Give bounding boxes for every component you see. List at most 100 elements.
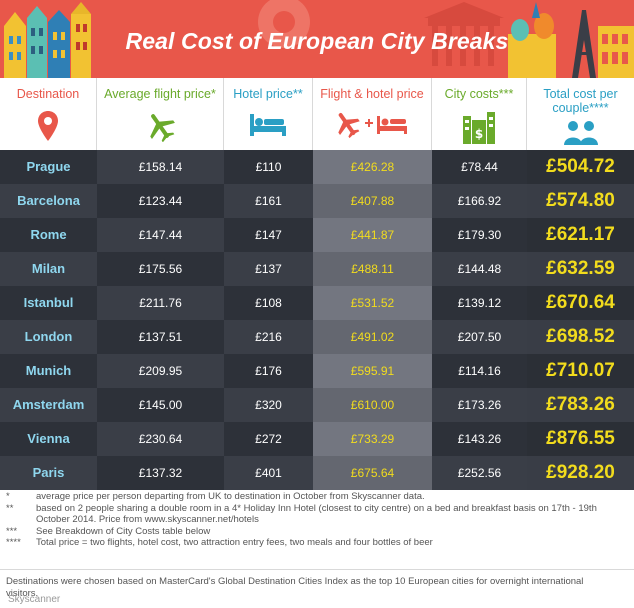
total-cost-cell: £928.20 [527, 456, 634, 490]
footnote: * average price per person departing from… [6, 491, 606, 503]
hotel-price-cell: £161 [224, 184, 313, 218]
flight-hotel-price-cell: £441.87 [313, 218, 432, 252]
city-costs-cell: £78.44 [432, 150, 527, 184]
hotel-price-cell: £320 [224, 388, 313, 422]
hotel-price-cell: £110 [224, 150, 313, 184]
city-costs-cell: £139.12 [432, 286, 527, 320]
flight-hotel-price-cell: £531.52 [313, 286, 432, 320]
header-label: Hotel price** [233, 87, 303, 101]
total-cost-cell: £621.17 [527, 218, 634, 252]
hotel-price-cell: £176 [224, 354, 313, 388]
total-cost-cell: £876.55 [527, 422, 634, 456]
hotel-price-cell: £137 [224, 252, 313, 286]
city-costs-cell: £173.26 [432, 388, 527, 422]
bed-icon [224, 110, 312, 144]
airplane-icon [97, 110, 223, 144]
divider [0, 569, 634, 570]
flight-hotel-price-cell: £733.29 [313, 422, 432, 456]
table-row: Milan £175.56 £137 £488.11 £144.48 £632.59 [0, 252, 634, 286]
header-flight-hotel: Flight & hotel price [313, 78, 432, 150]
table-row: Barcelona £123.44 £161 £407.88 £166.92 £574.8… [0, 184, 634, 218]
flight-hotel-price-cell: £675.64 [313, 456, 432, 490]
city-costs-cell: £114.16 [432, 354, 527, 388]
footnote-marker: *** [6, 525, 18, 537]
table-row: London £137.51 £216 £491.02 £207.50 £698.52 [0, 320, 634, 354]
flight-price-cell: £137.51 [97, 320, 224, 354]
header-label: City costs*** [444, 87, 514, 101]
table-row: Vienna £230.64 £272 £733.29 £143.26 £876.55 [0, 422, 634, 456]
footnote: **** Total price = two flights, hotel cos… [6, 537, 606, 549]
couple-icon [527, 120, 634, 146]
hotel-price-cell: £401 [224, 456, 313, 490]
header-label: Destination [16, 87, 80, 101]
plane-plus-bed-icon [313, 110, 431, 144]
footnote: *** See Breakdown of City Costs table bel… [6, 526, 606, 538]
flight-price-cell: £137.32 [97, 456, 224, 490]
city-cell: Rome [0, 218, 97, 252]
header-destination: Destination [0, 78, 97, 150]
city-costs-cell: £252.56 [432, 456, 527, 490]
city-costs-cell: £143.26 [432, 422, 527, 456]
flight-price-cell: £230.64 [97, 422, 224, 456]
flight-hotel-price-cell: £610.00 [313, 388, 432, 422]
city-cell: Munich [0, 354, 97, 388]
footnote-marker: * [6, 491, 10, 502]
flight-hotel-price-cell: £488.11 [313, 252, 432, 286]
source-note: Destinations were chosen based on Master… [6, 576, 584, 599]
hotel-price-cell: £216 [224, 320, 313, 354]
city-cell: London [0, 320, 97, 354]
flight-price-cell: £123.44 [97, 184, 224, 218]
city-costs-cell: £166.92 [432, 184, 527, 218]
city-cell: Istanbul [0, 286, 97, 320]
total-cost-cell: £574.80 [527, 184, 634, 218]
city-cell: Paris [0, 456, 97, 490]
flight-price-cell: £147.44 [97, 218, 224, 252]
table-row: Prague £158.14 £110 £426.28 £78.44 £504.72 [0, 150, 634, 184]
footnote-text: average price per person departing from … [36, 491, 425, 502]
flight-hotel-price-cell: £407.88 [313, 184, 432, 218]
header-label: Average flight price* [104, 87, 216, 101]
hotel-price-cell: £147 [224, 218, 313, 252]
city-skyline-illustration [4, 0, 634, 78]
table-row: Istanbul £211.76 £108 £531.52 £139.12 £670.64 [0, 286, 634, 320]
table-row: Amsterdam £145.00 £320 £610.00 £173.26 £783.2… [0, 388, 634, 422]
city-cell: Prague [0, 150, 97, 184]
footnote-text: based on 2 people sharing a double room … [36, 502, 597, 526]
city-cell: Milan [0, 252, 97, 286]
header-label: Flight & hotel price [320, 87, 424, 101]
table-row: Rome £147.44 £147 £441.87 £179.30 £621.17 [0, 218, 634, 252]
skyscanner-credit: Skyscanner [8, 594, 61, 605]
table-row: Paris £137.32 £401 £675.64 £252.56 £928.20 [0, 456, 634, 490]
page-title: Real Cost of European City Breaks [125, 28, 509, 54]
total-cost-cell: £698.52 [527, 320, 634, 354]
flight-price-cell: £211.76 [97, 286, 224, 320]
table-row: Munich £209.95 £176 £595.91 £114.16 £710.07 [0, 354, 634, 388]
header-flight: Average flight price* [97, 78, 224, 150]
flight-hotel-price-cell: £595.91 [313, 354, 432, 388]
header-label: Total cost per couple**** [543, 87, 618, 115]
hotel-price-cell: £108 [224, 286, 313, 320]
city-cell: Barcelona [0, 184, 97, 218]
flight-price-cell: £145.00 [97, 388, 224, 422]
flight-price-cell: £175.56 [97, 252, 224, 286]
city-costs-cell: £179.30 [432, 218, 527, 252]
header-total-cost: Total cost per couple**** [527, 78, 634, 150]
total-cost-cell: £632.59 [527, 252, 634, 286]
svg-text:$: $ [475, 127, 483, 141]
table-header: Destination Average flight price* Hotel … [0, 78, 634, 150]
city-cell: Vienna [0, 422, 97, 456]
footnote-marker: **** [6, 537, 21, 548]
footnote-marker: ** [6, 502, 14, 514]
city-costs-cell: £144.48 [432, 252, 527, 286]
city-costs-cell: £207.50 [432, 320, 527, 354]
flight-hotel-price-cell: £426.28 [313, 150, 432, 184]
footnotes: * average price per person departing from… [6, 491, 606, 549]
hotel-price-cell: £272 [224, 422, 313, 456]
footnote-text: See Breakdown of City Costs table below [36, 525, 211, 537]
city-cell: Amsterdam [0, 388, 97, 422]
price-table: Prague £158.14 £110 £426.28 £78.44 £504.72 Bar… [0, 150, 634, 490]
header-city-costs: City costs*** $ [432, 78, 527, 150]
total-cost-cell: £670.64 [527, 286, 634, 320]
total-cost-cell: £504.72 [527, 150, 634, 184]
flight-price-cell: £158.14 [97, 150, 224, 184]
